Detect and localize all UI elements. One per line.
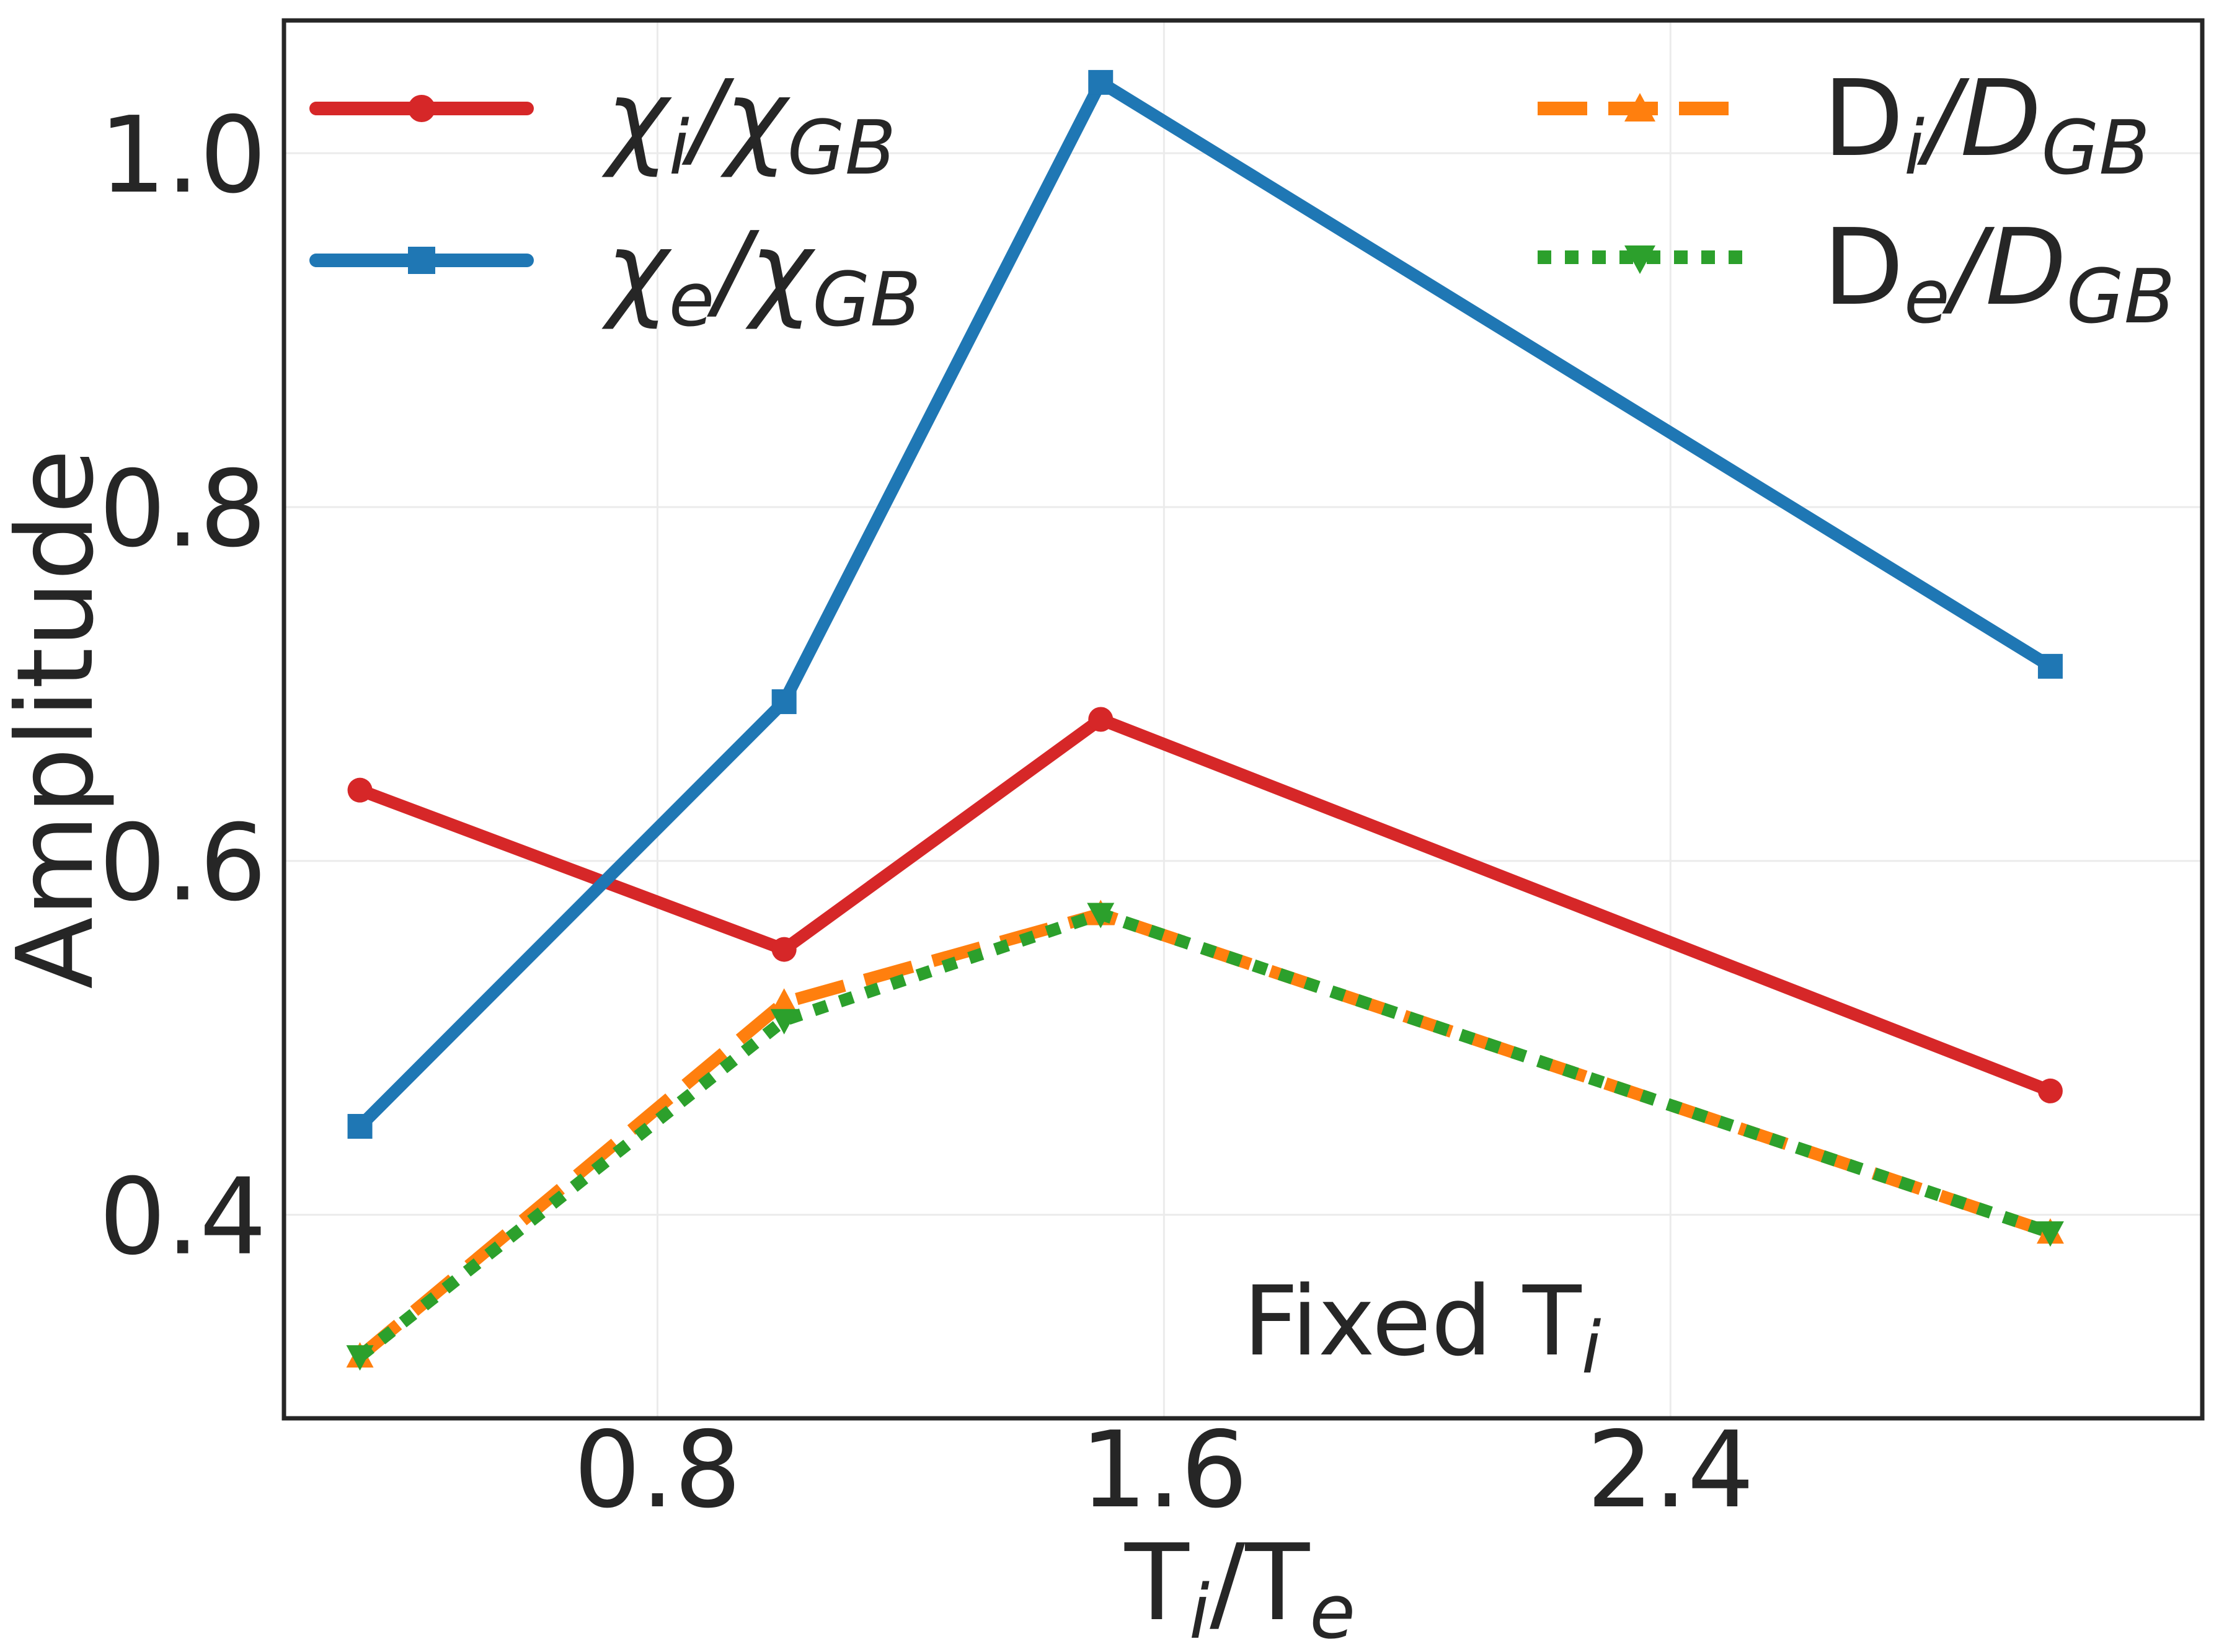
y-tick-label: 0.4 xyxy=(99,1156,267,1279)
data-point xyxy=(771,937,797,962)
legend-label-chi-i: χi/χGB xyxy=(601,58,896,192)
series-line xyxy=(353,713,2057,1097)
series-line xyxy=(356,908,2053,1361)
legend-marker-chi-i xyxy=(408,95,435,122)
grid xyxy=(284,20,2202,1418)
y-tick-label: 1.0 xyxy=(99,94,267,217)
data-point xyxy=(771,689,797,714)
legend-marker-d-e xyxy=(1624,245,1655,274)
annotation-fixed-ti: Fixed Ti xyxy=(1243,1265,1601,1390)
x-axis-title-sep: / xyxy=(1210,1522,1246,1645)
data-point xyxy=(347,1114,373,1139)
x-tick-label: 0.8 xyxy=(574,1409,741,1532)
legend-item-d-e: De/DGB xyxy=(1538,206,2175,340)
data-point xyxy=(770,988,798,1014)
x-axis-title-a: T xyxy=(1124,1522,1190,1645)
series-1 xyxy=(347,69,2063,1139)
legend-marker-chi-e xyxy=(408,247,435,274)
data-point xyxy=(1087,903,1115,929)
legend-item-d-i: Di/DGB xyxy=(1538,58,2150,192)
legend-label-chi-e: χe/χGB xyxy=(601,210,921,343)
legend-item-chi-i: χi/χGB xyxy=(309,58,896,192)
data-point xyxy=(1088,707,1114,732)
series-0 xyxy=(347,707,2063,1103)
tick-labels: 0.8 1.6 2.4 0.4 0.6 0.8 1.0 xyxy=(99,94,1755,1532)
data-point xyxy=(2037,653,2063,679)
legend-item-chi-e: χe/χGB xyxy=(309,210,921,343)
legend: χi/χGB χe/χGB Di/DGB De/DGB xyxy=(309,58,2175,343)
data-point xyxy=(1088,69,1114,95)
data-point xyxy=(347,777,373,803)
x-tick-label: 2.4 xyxy=(1587,1409,1754,1532)
series-3 xyxy=(346,903,2064,1371)
data-point xyxy=(2036,1221,2064,1247)
data-point xyxy=(770,1009,798,1035)
x-tick-label: 1.6 xyxy=(1080,1409,1247,1532)
series-layer xyxy=(346,69,2064,1371)
x-axis-title-a-sub: i xyxy=(1189,1570,1210,1652)
series-2 xyxy=(346,899,2064,1368)
data-point xyxy=(2037,1078,2063,1103)
legend-marker-d-i xyxy=(1624,93,1655,121)
legend-label-d-i: Di/DGB xyxy=(1823,58,2150,192)
x-axis-title-b: T xyxy=(1244,1522,1310,1645)
data-point xyxy=(346,1345,374,1371)
y-axis-title: Amplitude xyxy=(0,449,117,989)
plot-frame xyxy=(281,18,2205,1421)
y-tick-label: 0.8 xyxy=(99,448,267,571)
series-line xyxy=(356,908,2053,1361)
y-tick-label: 0.6 xyxy=(99,802,267,925)
series-line xyxy=(353,76,2057,1133)
x-axis-title: Ti/Te xyxy=(1124,1522,1355,1652)
x-axis-title-b-sub: e xyxy=(1309,1570,1355,1652)
legend-label-d-e: De/DGB xyxy=(1823,206,2175,340)
